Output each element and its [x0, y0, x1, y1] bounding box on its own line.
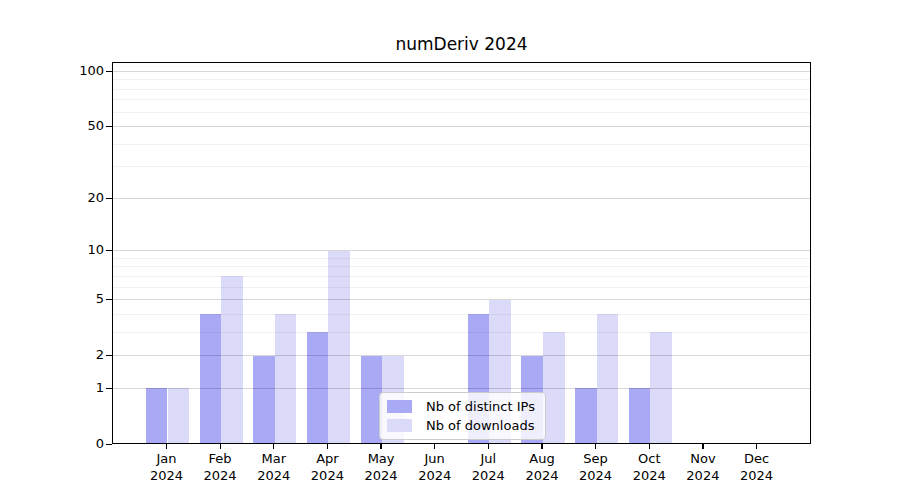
legend-item-downloads: Nb of downloads — [387, 418, 535, 433]
chart-title: numDeriv 2024 — [112, 34, 811, 54]
gridline-minor-8 — [113, 266, 810, 267]
bar-distinct-ips-feb — [200, 314, 222, 443]
x-tick-jan — [166, 444, 167, 449]
gridline-minor-80 — [113, 89, 810, 90]
x-tick-may — [380, 444, 381, 449]
legend-label-downloads: Nb of downloads — [426, 418, 534, 433]
x-tick-apr — [327, 444, 328, 449]
gridline-major-1 — [113, 388, 810, 389]
gridline-minor-9 — [113, 258, 810, 259]
gridline-minor-4 — [113, 314, 810, 315]
gridline-major-10 — [113, 250, 810, 251]
x-tick-mar — [273, 444, 274, 449]
y-tick-label-5: 5 — [30, 290, 104, 308]
y-tick-label-50: 50 — [30, 117, 104, 135]
x-tick-label-dec: Dec 2024 — [717, 450, 797, 484]
gridline-major-20 — [113, 198, 810, 199]
legend-label-distinct-ips: Nb of distinct IPs — [426, 399, 535, 414]
x-tick-sep — [595, 444, 596, 449]
y-tick-label-20: 20 — [30, 189, 104, 207]
gridline-minor-60 — [113, 112, 810, 113]
y-tick-2 — [106, 355, 112, 356]
y-tick-1 — [106, 388, 112, 389]
bar-distinct-ips-mar — [253, 356, 275, 444]
plot-area: Nb of distinct IPs Nb of downloads — [112, 62, 811, 444]
y-tick-label-100: 100 — [30, 62, 104, 80]
y-tick-20 — [106, 198, 112, 199]
bar-downloads-apr — [328, 251, 350, 443]
gridline-major-100 — [113, 71, 810, 72]
gridline-minor-30 — [113, 166, 810, 167]
gridline-minor-3 — [113, 332, 810, 333]
gridline-major-50 — [113, 126, 810, 127]
bar-distinct-ips-sep — [575, 388, 597, 443]
gridline-minor-6 — [113, 287, 810, 288]
x-tick-feb — [220, 444, 221, 449]
y-tick-label-2: 2 — [30, 346, 104, 364]
gridline-minor-70 — [113, 99, 810, 100]
bar-distinct-ips-oct — [629, 388, 651, 443]
bar-downloads-sep — [597, 314, 619, 443]
gridline-major-5 — [113, 299, 810, 300]
bar-downloads-mar — [275, 314, 297, 443]
gridline-major-2 — [113, 355, 810, 356]
y-tick-50 — [106, 126, 112, 127]
gridline-minor-40 — [113, 144, 810, 145]
gridline-minor-90 — [113, 79, 810, 80]
x-tick-aug — [541, 444, 542, 449]
y-tick-100 — [106, 71, 112, 72]
gridline-minor-7 — [113, 276, 810, 277]
legend-item-distinct-ips: Nb of distinct IPs — [387, 399, 535, 414]
y-tick-0 — [106, 444, 112, 445]
y-tick-label-10: 10 — [30, 241, 104, 259]
chart-canvas: numDeriv 2024 Nb of distinct IPs Nb of d… — [0, 0, 900, 500]
bar-downloads-feb — [221, 276, 243, 443]
legend-swatch-distinct-ips — [387, 400, 412, 413]
legend: Nb of distinct IPs Nb of downloads — [379, 392, 546, 440]
bar-downloads-jan — [168, 388, 190, 443]
x-tick-nov — [702, 444, 703, 449]
legend-swatch-downloads — [387, 419, 412, 432]
x-tick-oct — [649, 444, 650, 449]
y-tick-10 — [106, 250, 112, 251]
x-tick-dec — [756, 444, 757, 449]
y-tick-label-1: 1 — [30, 379, 104, 397]
x-tick-jul — [488, 444, 489, 449]
x-tick-jun — [434, 444, 435, 449]
y-tick-label-0: 0 — [30, 435, 104, 453]
bar-distinct-ips-jan — [146, 388, 168, 443]
y-tick-5 — [106, 299, 112, 300]
